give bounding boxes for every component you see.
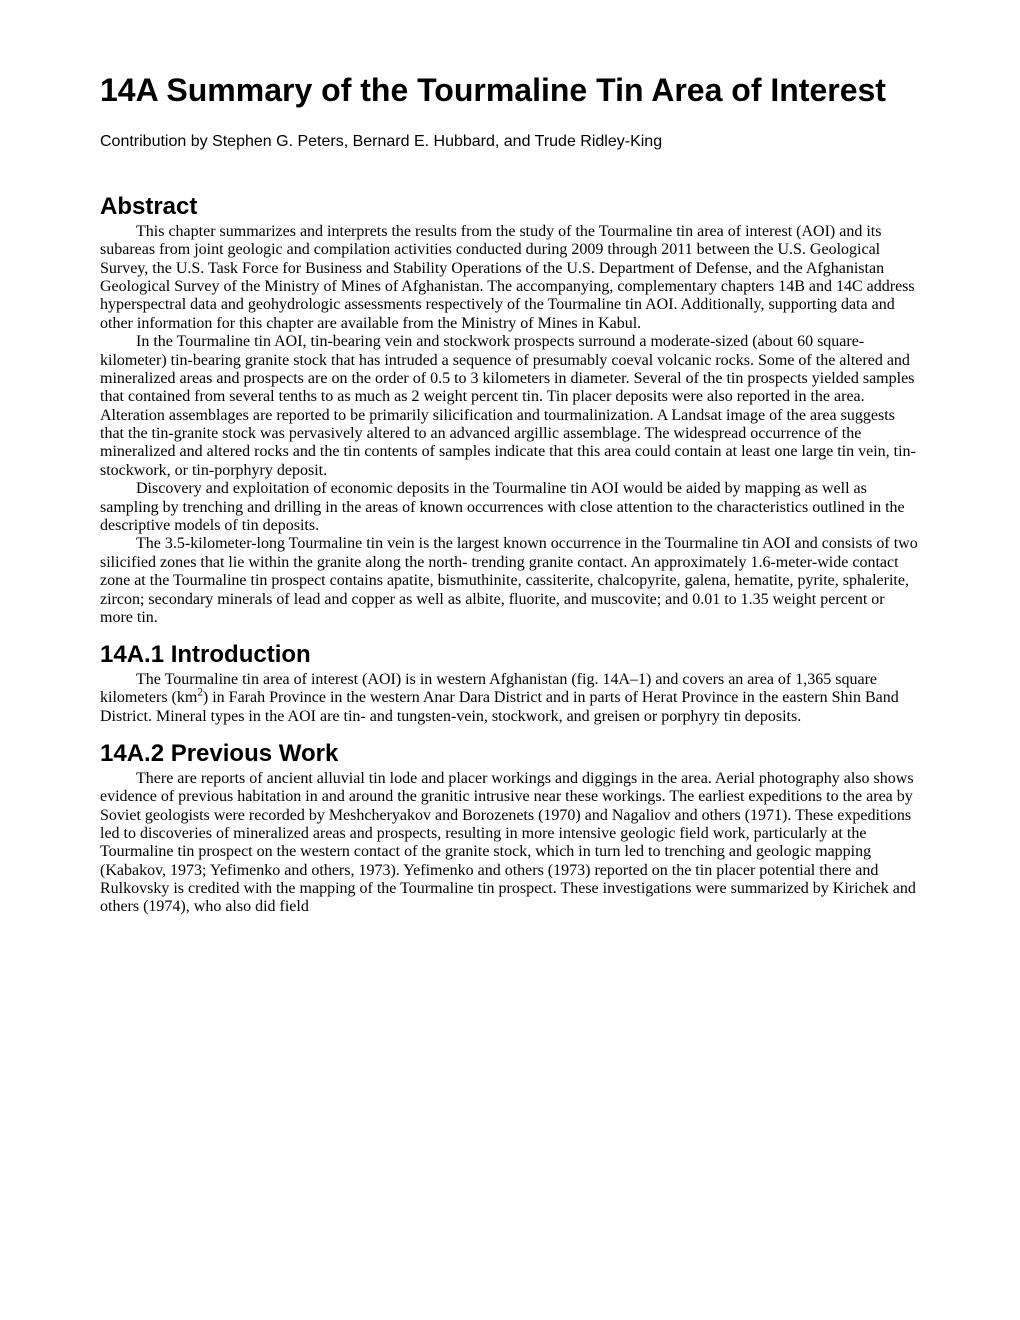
chapter-title: 14A Summary of the Tourmaline Tin Area o… <box>100 72 920 109</box>
abstract-heading: Abstract <box>100 193 920 221</box>
previous-work-paragraph: There are reports of ancient alluvial ti… <box>100 770 920 917</box>
contribution-line: Contribution by Stephen G. Peters, Berna… <box>100 133 920 151</box>
introduction-paragraph: The Tourmaline tin area of interest (AOI… <box>100 671 920 726</box>
abstract-paragraph: In the Tourmaline tin AOI, tin-bearing v… <box>100 333 920 480</box>
previous-work-heading: 14A.2 Previous Work <box>100 740 920 768</box>
abstract-paragraph: The 3.5-kilometer-long Tourmaline tin ve… <box>100 535 920 627</box>
abstract-paragraph: This chapter summarizes and interprets t… <box>100 223 920 333</box>
abstract-paragraph: Discovery and exploitation of economic d… <box>100 480 920 535</box>
introduction-heading: 14A.1 Introduction <box>100 641 920 669</box>
